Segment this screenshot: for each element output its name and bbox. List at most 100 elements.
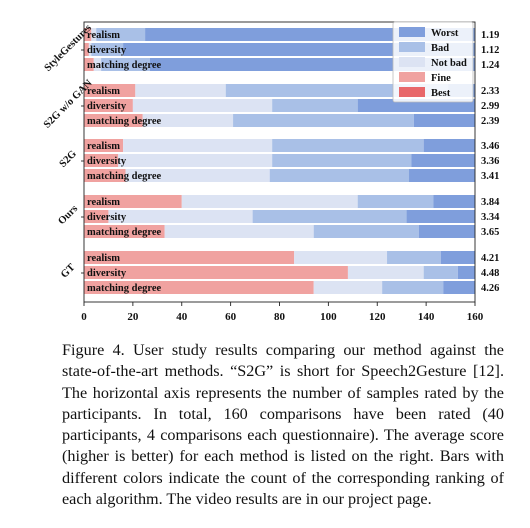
legend-label: Fine <box>431 73 451 84</box>
bar-segment-fine <box>84 43 89 56</box>
bar-segment-worst <box>443 281 475 294</box>
bar-label: diversity <box>87 212 127 223</box>
x-tick-label: 0 <box>81 311 87 323</box>
legend-swatch <box>399 57 425 67</box>
bar-segment-not-bad <box>142 114 234 127</box>
score-label: 3.46 <box>481 141 499 152</box>
score-label: 4.21 <box>481 253 499 264</box>
bar-label: realism <box>87 197 120 208</box>
bar-segment-bad <box>272 139 424 152</box>
bar-segment-fine <box>84 281 314 294</box>
bar-segment-bad <box>387 251 441 264</box>
caption-text: Figure 4. User study results comparing o… <box>62 341 504 509</box>
bar-segment-fine <box>84 114 143 127</box>
bar-label: matching degree <box>87 60 162 71</box>
x-tick-label: 60 <box>225 311 237 323</box>
bar-segment-not-bad <box>93 58 102 71</box>
group-label: GT <box>59 262 78 281</box>
bar-segment-bad <box>225 84 449 97</box>
x-tick-label: 40 <box>176 311 188 323</box>
bar-segment-not-bad <box>108 210 253 223</box>
score-label: 4.48 <box>481 268 499 279</box>
bar-segment-fine <box>84 210 109 223</box>
bar-segment-fine <box>84 169 126 182</box>
score-label: 1.12 <box>481 45 499 56</box>
bar-segment-worst <box>457 266 475 279</box>
bar-segment-not-bad <box>347 266 424 279</box>
bar-segment-worst <box>411 154 475 167</box>
bar-segment-fine <box>84 84 136 97</box>
bar-segment-worst <box>418 225 475 238</box>
bar-segment-not-bad <box>132 99 273 112</box>
bar-segment-fine <box>84 154 119 167</box>
bar-segment-bad <box>382 281 444 294</box>
x-tick-label: 140 <box>418 311 435 323</box>
bar-label: realism <box>87 141 120 152</box>
bar-label: matching degree <box>87 171 162 182</box>
score-label: 1.24 <box>481 60 500 71</box>
bar-segment-fine <box>84 251 295 264</box>
bar-segment-fine <box>84 28 92 41</box>
bar-segment-bad <box>269 169 410 182</box>
score-label: 4.26 <box>481 283 499 294</box>
bar-segment-fine <box>84 139 124 152</box>
score-label: 3.65 <box>481 227 499 238</box>
bar-segment-worst <box>423 139 475 152</box>
bar-label: matching degree <box>87 227 162 238</box>
bar-label: realism <box>87 86 120 97</box>
bar-segment-bad <box>423 266 458 279</box>
bar-segment-bad <box>233 114 414 127</box>
bar-segment-not-bad <box>313 281 383 294</box>
bar-segment-bad <box>91 43 124 56</box>
bar-segment-bad <box>272 154 412 167</box>
bar-segment-fine <box>84 195 182 208</box>
bar-segment-not-bad <box>123 139 273 152</box>
bar-segment-worst <box>123 43 475 56</box>
bar-segment-not-bad <box>181 195 358 208</box>
bar-segment-worst <box>406 210 475 223</box>
score-label: 2.33 <box>481 86 499 97</box>
bar-segment-bad <box>357 195 434 208</box>
figure-caption: Figure 4. User study results comparing o… <box>62 340 504 510</box>
score-label: 3.36 <box>481 156 499 167</box>
bar-segment-worst <box>433 195 475 208</box>
bar-label: matching degree <box>87 116 162 127</box>
bar-segment-not-bad <box>88 43 92 56</box>
bar-segment-fine <box>84 58 94 71</box>
score-label: 2.99 <box>481 101 499 112</box>
legend-swatch <box>399 87 425 97</box>
bar-segment-worst <box>440 251 475 264</box>
x-tick-label: 20 <box>127 311 139 323</box>
bar-label: diversity <box>87 101 127 112</box>
bar-segment-not-bad <box>135 84 226 97</box>
score-label: 1.19 <box>481 30 499 41</box>
legend-label: Not bad <box>431 58 467 69</box>
bar-segment-worst <box>145 28 475 41</box>
bar-segment-bad <box>101 58 150 71</box>
bar-segment-fine <box>84 99 133 112</box>
bar-label: diversity <box>87 45 127 56</box>
x-tick-label: 120 <box>369 311 386 323</box>
x-tick-label: 80 <box>274 311 286 323</box>
score-label: 3.84 <box>481 197 500 208</box>
bar-segment-not-bad <box>125 169 270 182</box>
bar-segment-not-bad <box>118 154 273 167</box>
x-axis: 0 20 40 60 80 100 120 140 160 <box>81 21 484 323</box>
bar-segment-worst <box>413 114 475 127</box>
legend-swatch <box>399 27 425 37</box>
legend-label: Worst <box>431 28 459 39</box>
score-label: 3.34 <box>481 212 500 223</box>
bar-segment-worst <box>409 169 475 182</box>
x-tick-label: 100 <box>320 311 337 323</box>
bar-segment-not-bad <box>91 28 97 41</box>
score-label: 2.39 <box>481 116 499 127</box>
bar-segment-bad <box>313 225 419 238</box>
bar-label: diversity <box>87 268 127 279</box>
bar-segment-bad <box>96 28 146 41</box>
user-study-chart: realism 1.19 diversity 1.12 matching degree 1… <box>42 21 500 323</box>
bar-label: matching degree <box>87 283 162 294</box>
legend-label: Bad <box>431 43 449 54</box>
score-label: 3.41 <box>481 171 499 182</box>
bar-segment-fine <box>84 225 165 238</box>
bar-segment-fine <box>84 266 348 279</box>
